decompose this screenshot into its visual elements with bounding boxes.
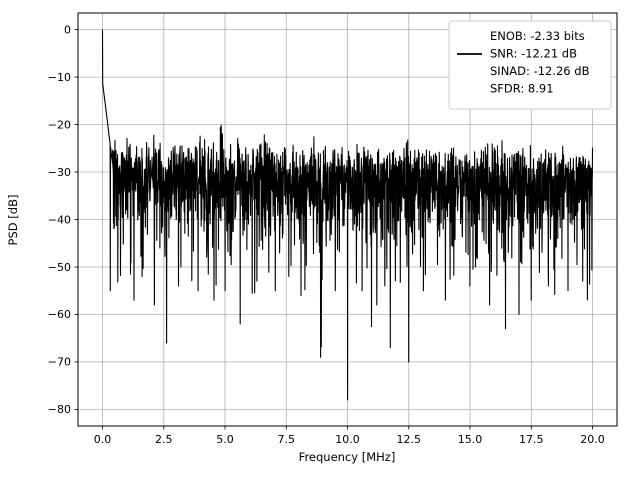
y-tick-label: −60 (48, 308, 71, 321)
y-tick-label: −50 (48, 261, 71, 274)
legend-box (448, 20, 612, 110)
y-tick-label: −30 (48, 166, 71, 179)
legend-text-line-1: SNR: -12.21 dB (490, 47, 577, 61)
tick-layer: 0.0 2.5 5.0 7.5 10.0 12.5 15.0 17.5 20.0 0 −10 −20 −… (48, 23, 605, 446)
psd-trace (101, 29, 594, 401)
x-tick-label: 12.5 (397, 433, 422, 446)
y-tick-label: −70 (48, 356, 71, 369)
y-tick-label: −20 (48, 118, 71, 131)
y-axis-label: PSD [dB] (6, 195, 20, 246)
data-layer (101, 29, 594, 401)
x-tick-label: 7.5 (278, 433, 296, 446)
legend-text-line-2: SINAD: -12.26 dB (490, 64, 590, 78)
y-tick-label: −10 (48, 71, 71, 84)
x-tick-label: 17.5 (519, 433, 544, 446)
y-tick-label: −40 (48, 213, 71, 226)
x-tick-label: 0.0 (94, 433, 112, 446)
legend-text-line-3: SFDR: 8.91 (490, 82, 554, 96)
legend: ENOB: -2.33 bits SNR: -12.21 dB SINAD: -12… (448, 20, 612, 110)
x-tick-label: 20.0 (580, 433, 605, 446)
y-tick-label: −80 (48, 403, 71, 416)
x-axis-label: Frequency [MHz] (299, 450, 396, 464)
y-tick-label: 0 (64, 23, 71, 36)
x-tick-label: 10.0 (335, 433, 360, 446)
x-tick-label: 2.5 (155, 433, 173, 446)
x-tick-label: 15.0 (458, 433, 483, 446)
x-tick-label: 5.0 (216, 433, 234, 446)
legend-text-line-0: ENOB: -2.33 bits (490, 29, 585, 43)
